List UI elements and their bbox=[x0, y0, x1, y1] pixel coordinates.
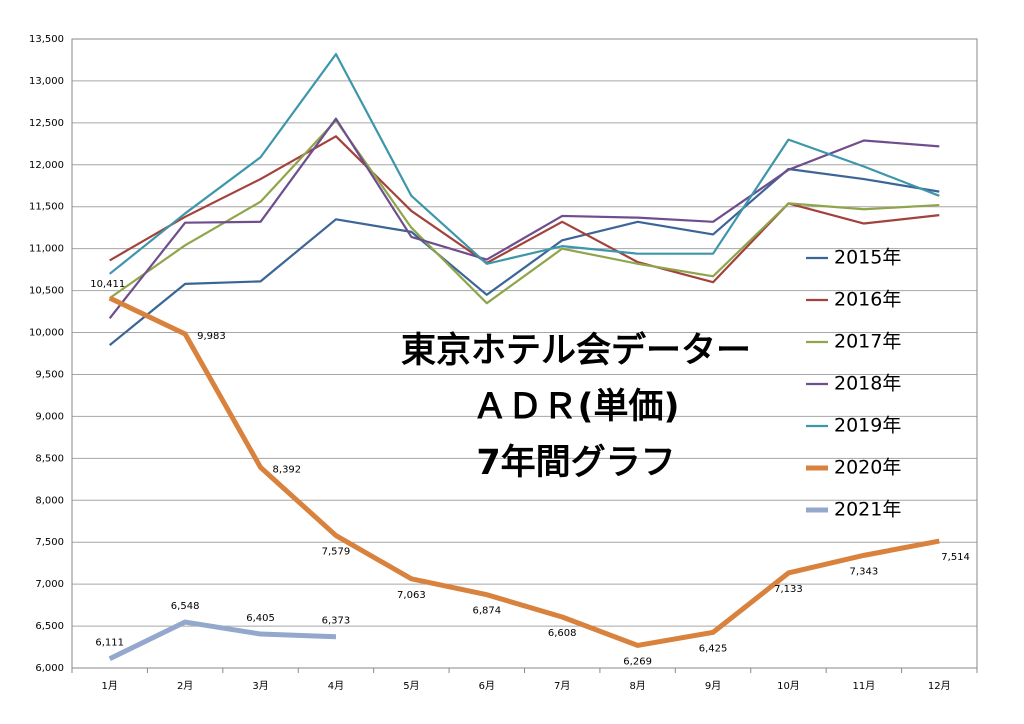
chart-title: 7年間グラフ bbox=[476, 443, 675, 483]
series-line bbox=[109, 167, 940, 346]
data-label: 6,608 bbox=[548, 628, 577, 639]
y-tick-label: 13,500 bbox=[29, 34, 64, 45]
series-line bbox=[108, 295, 940, 648]
x-tick-label: 9月 bbox=[705, 680, 721, 692]
legend-label: 2017年 bbox=[834, 331, 901, 353]
y-tick-label: 13,000 bbox=[29, 76, 64, 87]
data-label: 6,269 bbox=[623, 656, 652, 667]
data-label: 7,063 bbox=[397, 590, 426, 601]
data-label: 9,983 bbox=[197, 331, 226, 342]
data-label: 6,874 bbox=[472, 606, 501, 617]
x-tick-label: 4月 bbox=[328, 680, 344, 692]
y-tick-label: 7,000 bbox=[35, 579, 64, 590]
data-label: 6,111 bbox=[95, 638, 124, 649]
y-tick-label: 12,500 bbox=[29, 118, 64, 129]
x-tick-label: 11月 bbox=[853, 680, 876, 692]
y-tick-label: 6,000 bbox=[35, 663, 64, 674]
data-label: 6,405 bbox=[246, 613, 275, 624]
y-tick-label: 9,000 bbox=[35, 411, 64, 422]
series-line bbox=[109, 135, 940, 284]
data-label: 6,425 bbox=[699, 643, 728, 654]
series-line bbox=[109, 52, 940, 275]
x-tick-label: 6月 bbox=[479, 680, 495, 692]
legend-label: 2018年 bbox=[834, 373, 901, 395]
x-tick-label: 8月 bbox=[629, 680, 645, 692]
data-label: 7,343 bbox=[850, 566, 879, 577]
y-tick-label: 8,500 bbox=[35, 453, 64, 464]
y-tick-label: 11,500 bbox=[29, 202, 64, 213]
legend-label: 2015年 bbox=[834, 247, 901, 269]
y-tick-label: 7,500 bbox=[35, 537, 64, 548]
chart-title: 東京ホテル会データー bbox=[401, 330, 751, 371]
x-tick-label: 2月 bbox=[177, 680, 193, 692]
legend-label: 2021年 bbox=[834, 499, 901, 521]
data-label: 7,133 bbox=[774, 584, 803, 595]
y-tick-label: 10,500 bbox=[29, 286, 64, 297]
y-tick-label: 10,000 bbox=[29, 328, 64, 339]
legend-label: 2020年 bbox=[834, 457, 901, 479]
x-tick-label: 7月 bbox=[554, 680, 570, 692]
x-tick-label: 1月 bbox=[102, 680, 118, 692]
data-label: 7,514 bbox=[941, 552, 970, 563]
legend-label: 2016年 bbox=[834, 289, 901, 311]
chart-title: ＡＤＲ(単価) bbox=[473, 387, 680, 427]
data-label: 6,548 bbox=[171, 601, 200, 612]
data-label: 7,579 bbox=[322, 547, 351, 558]
series-line bbox=[108, 619, 337, 661]
y-tick-label: 11,000 bbox=[29, 244, 64, 255]
series-line bbox=[109, 119, 940, 305]
data-label: 6,373 bbox=[322, 616, 351, 627]
y-tick-label: 12,000 bbox=[29, 160, 64, 171]
legend-label: 2019年 bbox=[834, 415, 901, 437]
y-tick-label: 9,500 bbox=[35, 369, 64, 380]
x-tick-label: 12月 bbox=[928, 680, 951, 692]
y-tick-label: 6,500 bbox=[35, 621, 64, 632]
data-label: 10,411 bbox=[90, 279, 125, 290]
y-tick-label: 8,000 bbox=[35, 495, 64, 506]
x-tick-label: 10月 bbox=[777, 680, 800, 692]
series-line bbox=[108, 117, 940, 319]
x-tick-label: 5月 bbox=[403, 680, 419, 692]
x-tick-label: 3月 bbox=[252, 680, 268, 692]
data-label: 8,392 bbox=[273, 464, 302, 475]
